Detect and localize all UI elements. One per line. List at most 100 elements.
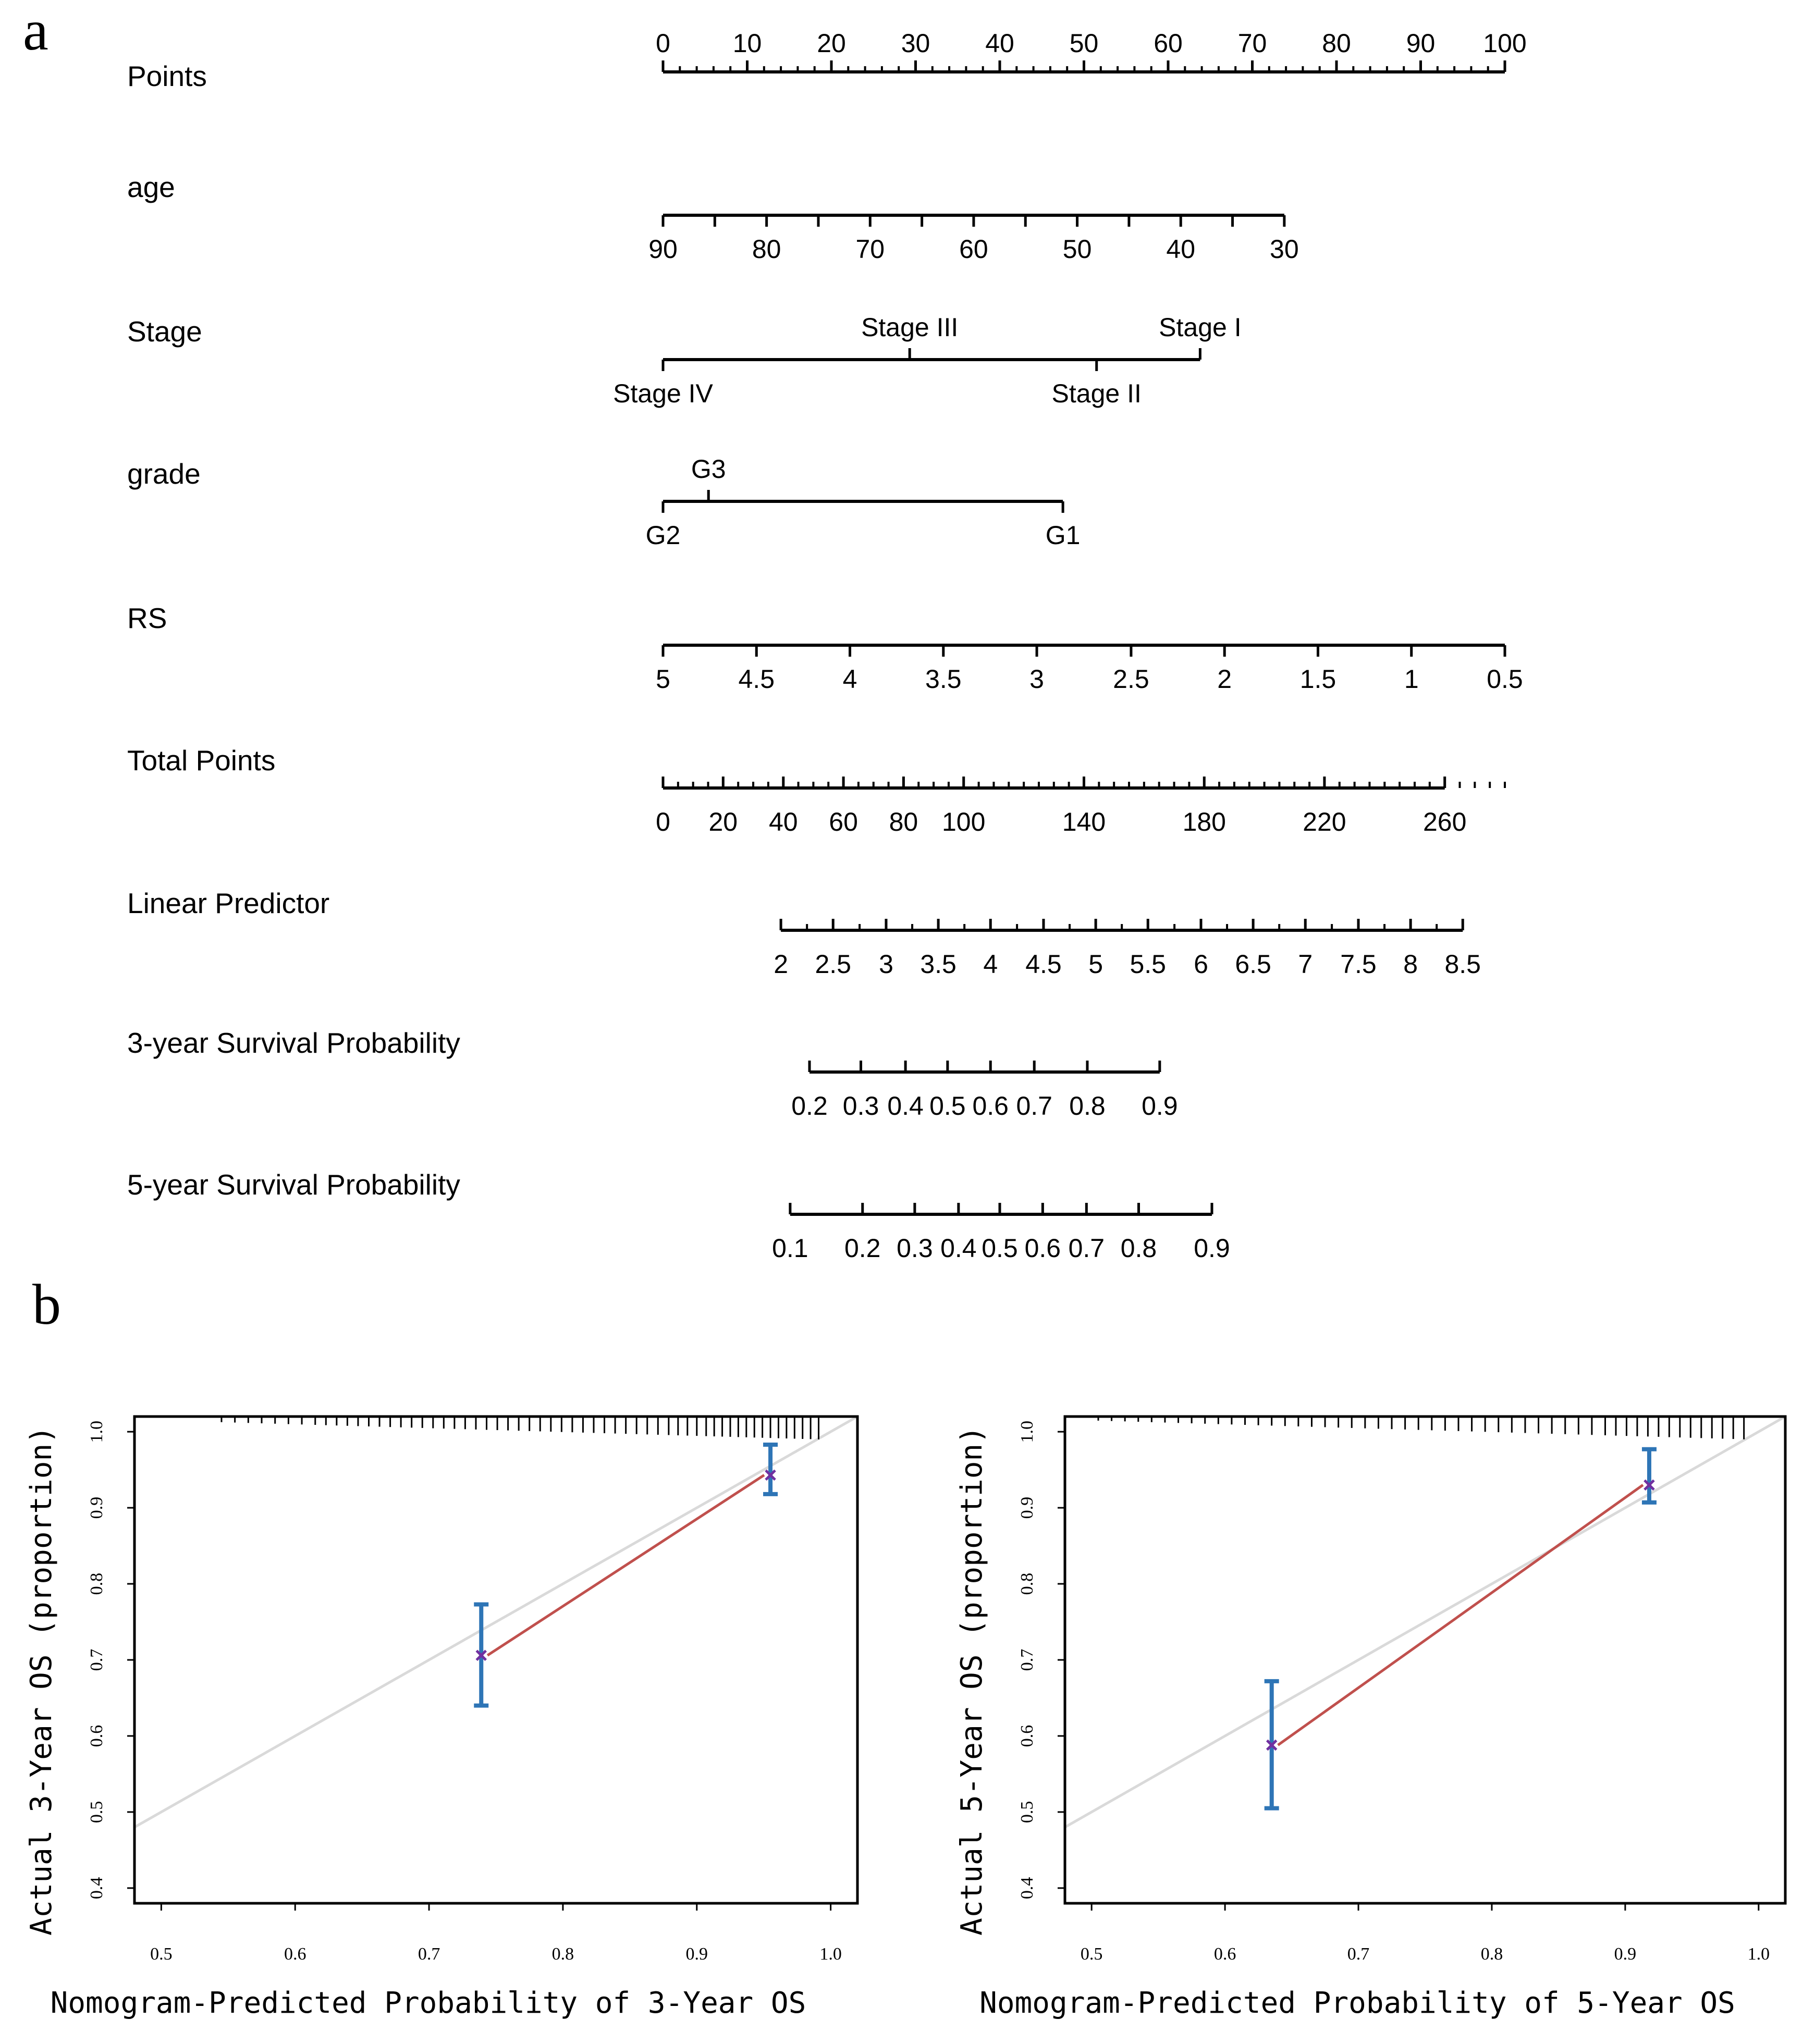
y-tick-label: 0.6 [1017,1725,1037,1747]
calibration-plot-3-year: 0.5 0.6 0.7 0.8 0.9 1.0 0.4 0.5 0.6 0.7 0.8 0.9 1.0 N… [24,1415,859,2020]
nomogram-tick-label: Stage II [1052,379,1142,408]
data-point [1266,1739,1278,1751]
x-tick-label: 0.6 [284,1944,306,1964]
nomogram-tick-label: G1 [1046,521,1081,550]
nomogram-tick-label: G2 [646,521,681,550]
nomogram-tick-label: 0 [656,29,670,58]
nomogram-tick-label: 40 [985,29,1014,58]
x-tick-label: 0.6 [1214,1944,1236,1964]
data-point [1644,1479,1655,1491]
nomogram-tick-label: 0.8 [1121,1234,1157,1263]
nomogram-tick-label: 4 [983,950,998,979]
nomogram-tick-label: 220 [1303,807,1346,836]
nomogram-tick-label: 30 [901,29,930,58]
nomogram-tick-label: 80 [752,235,781,264]
nomogram-tick-label: 90 [648,235,678,264]
nomogram-tick-label: G3 [691,454,726,484]
nomogram-tick-label: 0.7 [1069,1234,1105,1263]
nomogram-tick-label: 3.5 [920,950,956,979]
plot-frame [133,1415,859,1905]
nomogram-tick-label: 100 [1483,29,1526,58]
y-tick-label: 0.8 [87,1573,106,1595]
nomogram-tick-label: 50 [1063,235,1092,264]
nomogram-tick-label: 0.4 [940,1234,977,1263]
nomogram-tick-label: 2.5 [1113,664,1149,694]
nomogram-tick-label: 0.8 [1069,1091,1106,1120]
nomogram-tick-label: 2 [774,950,788,979]
nomogram-tick-label: 4.5 [1025,950,1062,979]
nomogram-tick-label: 0.1 [772,1234,808,1263]
x-tick-label: 0.5 [1081,1944,1103,1964]
y-tick-label: 1.0 [87,1421,106,1443]
nomogram-tick-label: 6 [1194,950,1208,979]
nomogram-tick-label: 0.5 [929,1091,966,1120]
nomogram-tick-label: 7 [1298,950,1313,979]
nomogram-tick-label: 80 [889,807,918,836]
nomogram-row-label: Stage [127,315,202,348]
nomogram-tick-label: 3 [879,950,893,979]
nomogram-tick-label: 140 [1062,807,1106,836]
nomogram-tick-label: 1.5 [1300,664,1336,694]
panel-label-a: a [23,0,48,62]
data-point [765,1469,776,1481]
calibration-line [1277,1484,1644,1746]
nomogram-tick-label: 180 [1183,807,1226,836]
nomogram-row-label: Linear Predictor [127,887,329,919]
nomogram-tick-label: 0.9 [1194,1234,1230,1263]
nomogram-tick-label: 0.2 [791,1091,828,1120]
nomogram-tick-label: 60 [1154,29,1183,58]
nomogram-tick-label: 0.5 [1487,664,1523,694]
nomogram-tick-label: 0.7 [1016,1091,1052,1120]
nomogram-tick-label: 30 [1270,235,1299,264]
nomogram-tick-label: 4.5 [739,664,775,694]
nomogram-tick-label: 80 [1322,29,1351,58]
nomogram-row-label: RS [127,602,167,634]
nomogram-tick-label: 7.5 [1340,950,1377,979]
nomogram-tick-label: 0.3 [897,1234,933,1263]
x-tick-label: 1.0 [819,1944,842,1964]
x-axis-title: Nomogram-Predicted Probability of 3-Year… [51,1986,806,2020]
nomogram-row-label: 3-year Survival Probability [127,1027,460,1059]
y-axis-title: Actual 3-Year OS (proportion) [24,1426,58,1936]
nomogram-tick-label: 40 [1166,235,1195,264]
nomogram-tick-label: 8.5 [1444,950,1481,979]
y-tick-label: 0.9 [87,1497,106,1519]
x-tick-label: 0.8 [552,1944,574,1964]
nomogram-tick-label: 0.6 [1025,1234,1061,1263]
nomogram-row-label: grade [127,458,201,490]
nomogram-tick-label: 90 [1406,29,1436,58]
data-point [475,1649,487,1661]
nomogram-tick-label: 0.2 [844,1234,881,1263]
nomogram-tick-label: 50 [1070,29,1099,58]
nomogram-tick-label: 10 [733,29,762,58]
nomogram-tick-label: 70 [1238,29,1267,58]
nomogram-tick-label: Stage IV [613,379,713,408]
nomogram-row-label: 5-year Survival Probability [127,1168,460,1201]
x-tick-label: 0.8 [1481,1944,1503,1964]
nomogram-tick-label: 0.6 [972,1091,1009,1120]
nomogram-tick-label: 40 [769,807,798,836]
nomogram-tick-label: 3.5 [925,664,962,694]
x-axis-title: Nomogram-Predicted Probability of 5-Year… [979,1986,1735,2020]
x-tick-label: 0.9 [686,1944,708,1964]
nomogram-tick-label: 3 [1029,664,1044,694]
nomogram-tick-label: 5.5 [1130,950,1166,979]
nomogram-tick-label: 60 [829,807,858,836]
nomogram-tick-label: 0.5 [982,1234,1018,1263]
y-tick-label: 0.4 [1017,1877,1037,1900]
ideal-calibration-line [134,1417,857,1829]
x-tick-label: 1.0 [1748,1944,1770,1964]
nomogram-tick-label: 0 [656,807,670,836]
x-tick-label: 0.9 [1614,1944,1637,1964]
nomogram-row-label: Total Points [127,744,275,777]
ideal-calibration-line [1065,1417,1785,1829]
y-tick-label: 0.9 [1017,1497,1037,1519]
panel-label-b: b [32,1273,61,1336]
y-tick-label: 0.7 [87,1649,106,1671]
nomogram-tick-label: 1 [1404,664,1419,694]
nomogram-tick-label: Stage I [1159,313,1241,342]
nomogram-tick-label: Stage III [861,313,958,342]
nomogram-tick-label: 2 [1217,664,1232,694]
nomogram-tick-label: 8 [1403,950,1418,979]
y-axis-title: Actual 5-Year OS (proportion) [955,1426,989,1936]
